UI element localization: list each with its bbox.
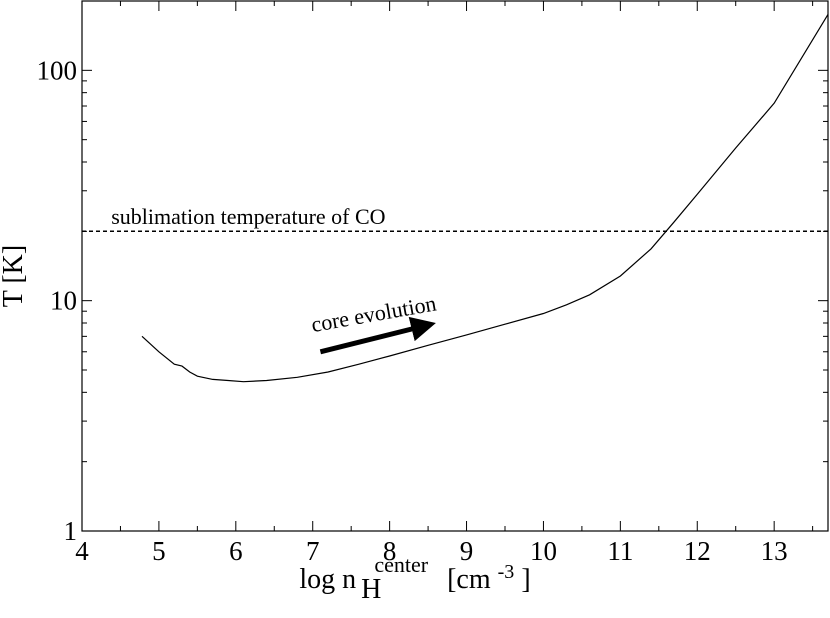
core-evolution-arrow: [319, 316, 436, 355]
x-label-superscript: center: [374, 552, 428, 577]
x-tick-label: 4: [75, 536, 89, 566]
y-tick-label: 1: [64, 516, 78, 546]
x-tick-label: 7: [306, 536, 320, 566]
plot-frame: [81, 0, 829, 532]
x-tick-label: 8: [383, 536, 397, 566]
y-tick-labels: 1 10 100: [37, 55, 78, 546]
y-axis-label: T [K]: [0, 245, 29, 307]
y-tick-label: 10: [50, 286, 77, 316]
x-label-prefix: log n: [299, 564, 356, 595]
x-tick-label: 11: [607, 536, 633, 566]
series-temperature-curve: [141, 14, 829, 383]
x-tick-label: 5: [152, 536, 166, 566]
x-tick-label: 12: [684, 536, 711, 566]
x-tick-label: 10: [530, 536, 557, 566]
x-label-subscript: H: [361, 574, 381, 605]
annotation-sublimation: sublimation temperature of CO: [111, 204, 385, 229]
x-axis-label: log n H center [cm -3 ]: [299, 548, 530, 605]
axis-ticks: [81, 1, 828, 532]
x-tick-label: 6: [229, 536, 243, 566]
y-tick-label: 100: [37, 55, 78, 85]
x-label-units: [cm: [447, 564, 491, 595]
x-tick-label: 13: [761, 536, 788, 566]
x-label-units-end: ]: [521, 564, 530, 595]
annotation-core-evolution: core evolution: [309, 290, 438, 337]
annotation-core-evolution-group: core evolution: [309, 290, 438, 337]
x-tick-labels: 4 5 6 7 8 9 10 11 12 13: [75, 536, 787, 566]
x-tick-label: 9: [460, 536, 474, 566]
x-label-units-exp: -3: [498, 561, 515, 583]
